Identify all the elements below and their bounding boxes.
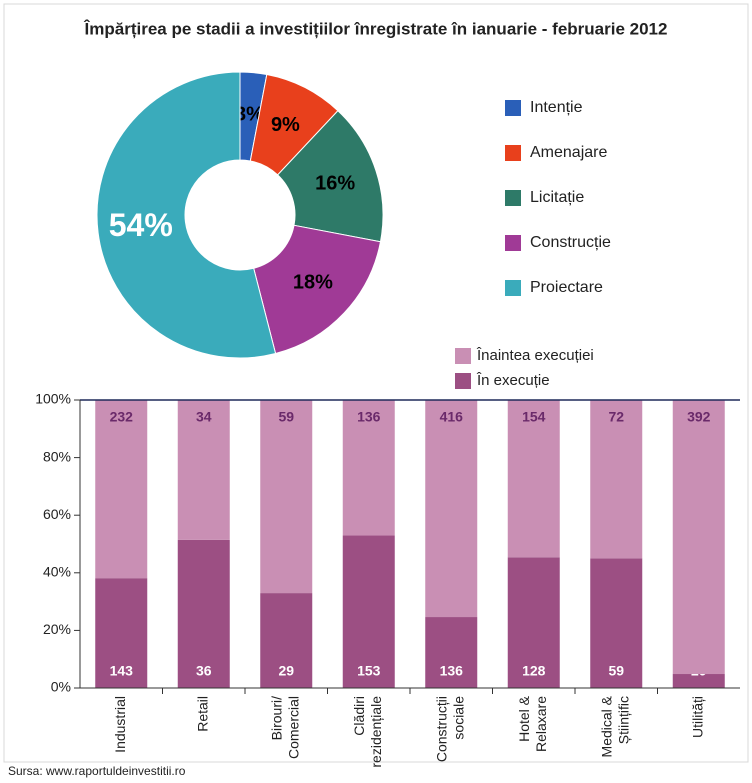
chart-title: Împărțirea pe stadii a investițiilor înr… <box>84 19 668 38</box>
x-tick-label: Comercial <box>285 696 301 759</box>
legend-swatch <box>505 145 521 161</box>
bar-value-label: 29 <box>278 663 294 679</box>
bar-segment <box>672 674 725 688</box>
legend-label: Licitație <box>530 189 584 206</box>
legend-swatch <box>505 100 521 116</box>
y-tick-label: 80% <box>43 448 71 464</box>
donut-slice <box>253 224 382 355</box>
bar-value-label: 136 <box>440 663 464 679</box>
bar-value-label: 136 <box>357 409 381 425</box>
bar-value-label: 153 <box>357 663 381 679</box>
slice-label: 3% <box>235 104 264 126</box>
bar-value-label: 59 <box>278 409 294 425</box>
y-tick-label: 0% <box>51 679 71 695</box>
legend-swatch <box>455 373 471 389</box>
slice-label: 18% <box>293 272 333 294</box>
x-tick-label: rezidențiale <box>368 696 384 768</box>
donut-slice <box>276 110 384 243</box>
bar-segment <box>425 400 478 618</box>
bar-value-label: 392 <box>687 409 711 425</box>
legend-swatch <box>455 348 471 364</box>
bar-value-label: 128 <box>522 663 546 679</box>
y-tick-label: 60% <box>43 506 71 522</box>
y-tick-label: 100% <box>35 391 71 407</box>
bar-value-label: 232 <box>110 409 134 425</box>
legend-label: Proiectare <box>530 279 603 296</box>
legend-swatch <box>505 235 521 251</box>
slice-label: 16% <box>315 172 355 194</box>
bar-segment <box>260 400 313 594</box>
slice-label: 9% <box>271 114 300 136</box>
bar-value-label: 59 <box>608 663 624 679</box>
bar-segment <box>342 400 395 536</box>
legend-label: Amenajare <box>530 144 607 161</box>
x-tick-label: Hotel & <box>516 695 532 742</box>
x-tick-label: sociale <box>450 696 466 740</box>
legend-swatch <box>505 280 521 296</box>
bar-segment <box>507 400 560 558</box>
legend-label: În execuție <box>476 372 550 389</box>
x-tick-label: Birouri/ <box>268 696 284 740</box>
bar-segment <box>342 535 395 688</box>
x-tick-label: Industrial <box>112 696 128 753</box>
x-tick-label: Clădiri <box>351 696 367 736</box>
bar-value-label: 34 <box>196 409 212 425</box>
y-tick-label: 40% <box>43 564 71 580</box>
bar-value-label: 416 <box>440 409 464 425</box>
bar-value-label: 143 <box>110 663 134 679</box>
x-tick-label: Medical & <box>598 695 614 757</box>
x-tick-label: Științific <box>615 696 631 744</box>
legend-swatch <box>505 190 521 206</box>
bar-value-label: 154 <box>522 409 546 425</box>
legend-label: Intenție <box>530 99 583 116</box>
frame <box>3 3 749 763</box>
bar-segment <box>590 558 643 688</box>
x-tick-label: Utilități <box>689 696 705 738</box>
x-tick-label: Relaxare <box>533 696 549 752</box>
source: Sursa: www.raportuldeinvestitii.ro <box>8 764 186 778</box>
bar-segment <box>177 400 230 540</box>
bar-value-label: 72 <box>608 409 624 425</box>
donut-slice <box>96 71 277 359</box>
bar-value-label: 36 <box>196 663 212 679</box>
bar-segment <box>95 400 148 579</box>
legend-label: Înaintea execuției <box>476 347 594 364</box>
legend-label: Construcție <box>530 234 611 251</box>
y-tick-label: 20% <box>43 621 71 637</box>
bar-segment <box>590 400 643 559</box>
slice-label: 54% <box>109 207 173 243</box>
bar-segment <box>507 557 560 688</box>
bar-segment <box>672 400 725 675</box>
bar-segment <box>95 578 148 688</box>
x-tick-label: Retail <box>194 696 210 732</box>
bar-segment <box>177 539 230 688</box>
bar-segment <box>425 617 478 688</box>
x-tick-label: Construcții <box>433 696 449 762</box>
bar-segment <box>260 593 313 688</box>
